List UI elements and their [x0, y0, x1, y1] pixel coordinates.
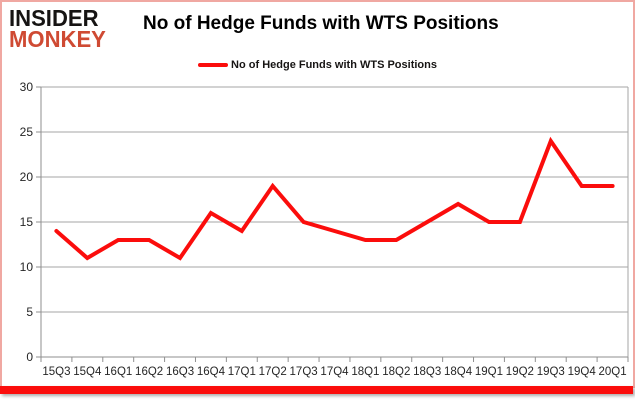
- x-tick-label: 17Q2: [259, 366, 287, 378]
- x-tick-label: 16Q2: [135, 366, 163, 378]
- legend-label: No of Hedge Funds with WTS Positions: [231, 59, 437, 71]
- chart-title: No of Hedge Funds with WTS Positions: [143, 13, 499, 34]
- x-tick-label: 18Q1: [351, 366, 379, 378]
- logo-line-monkey: MONKEY: [9, 26, 106, 53]
- x-tick-label: 18Q4: [444, 366, 473, 378]
- x-tick-label: 17Q1: [228, 366, 256, 378]
- insider-monkey-logo: INSIDER MONKEY: [9, 5, 106, 53]
- x-tick-label: 20Q1: [598, 366, 626, 378]
- legend: No of Hedge Funds with WTS Positions: [0, 57, 635, 73]
- x-tick-label: 19Q3: [537, 366, 565, 378]
- x-tick-label: 19Q4: [568, 366, 597, 378]
- y-tick-label: 5: [26, 305, 33, 319]
- y-tick-label: 0: [26, 350, 33, 364]
- y-tick-label: 30: [20, 80, 34, 94]
- bottom-red-bar: [0, 386, 633, 394]
- x-tick-label: 15Q4: [73, 366, 102, 378]
- x-tick-label: 17Q3: [290, 366, 318, 378]
- x-tick-label: 16Q3: [166, 366, 194, 378]
- x-tick-label: 18Q2: [382, 366, 410, 378]
- x-tick-label: 19Q1: [475, 366, 503, 378]
- x-tick-label: 16Q1: [104, 366, 132, 378]
- x-tick-label: 16Q4: [197, 366, 226, 378]
- x-tick-label: 15Q3: [42, 366, 70, 378]
- x-tick-label: 19Q2: [506, 366, 534, 378]
- y-tick-label: 10: [20, 260, 34, 274]
- y-tick-label: 15: [20, 215, 34, 229]
- logo-line-insider: INSIDER: [9, 5, 99, 31]
- y-tick-label: 20: [20, 170, 34, 184]
- series-line-wts-positions: [54, 136, 615, 261]
- legend-line-swatch: [198, 63, 229, 67]
- x-tick-label: 17Q4: [320, 366, 349, 378]
- x-tick-label: 18Q3: [413, 366, 441, 378]
- hedge-funds-line-chart: 0 5 10 15 20 25 30 15Q3 15Q4 16Q1 16Q2 16Q3 16Q4 17Q1…: [20, 80, 629, 378]
- y-tick-label: 25: [20, 125, 34, 139]
